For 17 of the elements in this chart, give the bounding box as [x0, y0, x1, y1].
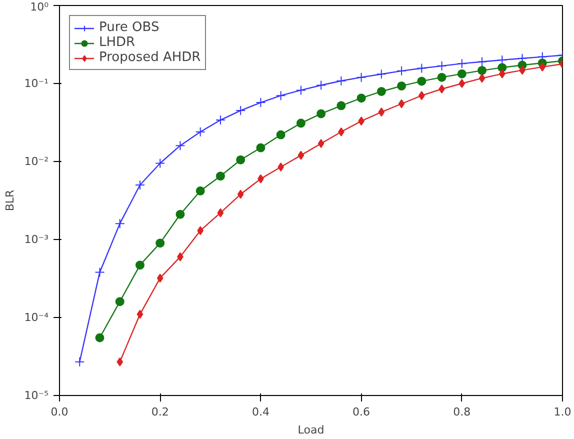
y-tick-label: 10⁻⁴: [24, 311, 50, 324]
legend-label: LHDR: [99, 35, 136, 50]
legend-label: Proposed AHDR: [99, 50, 201, 65]
y-tick-label: 10⁰: [30, 0, 50, 14]
legend-label: Pure OBS: [99, 20, 160, 35]
x-tick-label: 0.2: [151, 406, 169, 418]
y-tick-label: 10⁻²: [24, 155, 49, 168]
y-tick-label: 10⁻⁵: [24, 389, 49, 402]
x-tick-label: 0.0: [50, 406, 68, 418]
x-axis-title: Load: [298, 424, 324, 436]
y-tick-label: 10⁻³: [24, 233, 49, 246]
y-tick-label: 10⁻¹: [24, 77, 49, 90]
x-tick-label: 0.4: [252, 406, 270, 418]
x-tick-label: 1.0: [554, 406, 572, 418]
y-axis-title: BLR: [3, 189, 16, 212]
x-tick-label: 0.6: [352, 406, 370, 418]
x-tick-label: 0.8: [453, 406, 471, 418]
